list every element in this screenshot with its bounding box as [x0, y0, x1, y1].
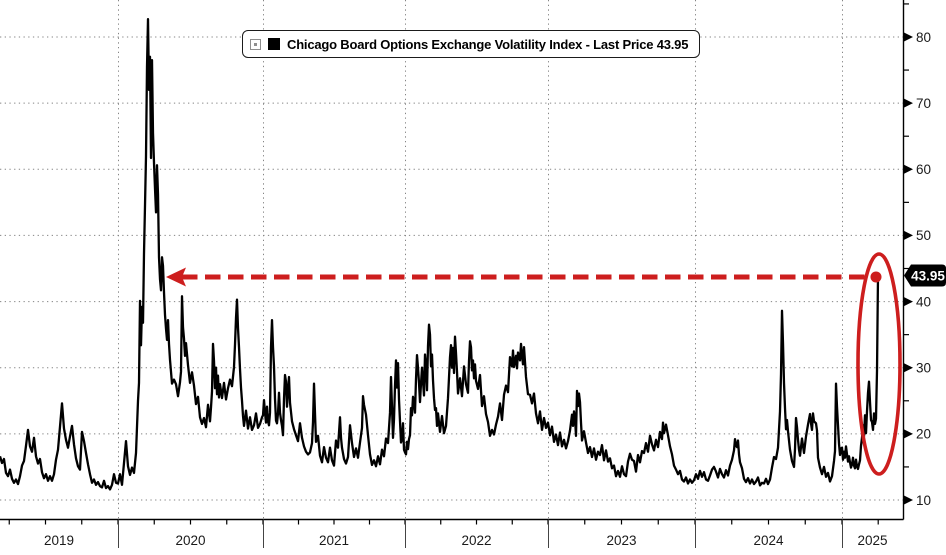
legend-entry[interactable]: Chicago Board Options Exchange Volatilit… — [242, 30, 701, 58]
series-swatch — [268, 38, 280, 50]
legend-label: Chicago Board Options Exchange Volatilit… — [287, 36, 689, 52]
x-axis-year-label: 2020 — [175, 533, 205, 548]
y-axis-arrow-tick — [904, 495, 913, 505]
y-axis-arrow-tick — [904, 164, 913, 174]
dashed-arrow-origin-dot — [870, 271, 882, 283]
y-axis-tick-label: 70 — [916, 96, 931, 111]
x-axis-year-label: 2023 — [606, 533, 636, 548]
vix-price-line — [0, 17, 880, 491]
dashed-arrow-head — [166, 267, 186, 287]
y-axis-tick-label: 40 — [916, 294, 931, 309]
y-axis-tick-label: 30 — [916, 361, 931, 376]
y-axis-tick-label: 60 — [916, 162, 931, 177]
last-price-label: 43.95 — [911, 268, 945, 283]
y-axis-arrow-tick — [904, 297, 913, 307]
last-price-tag — [904, 264, 946, 287]
y-axis-tick-label: 20 — [916, 427, 931, 442]
x-axis-year-label: 2024 — [753, 533, 784, 548]
y-axis-arrow-tick — [904, 363, 913, 373]
x-axis-year-label: 2019 — [44, 533, 74, 548]
y-axis-tick-label: 50 — [916, 228, 931, 243]
x-axis-year-label: 2021 — [319, 533, 349, 548]
y-axis-arrow-tick — [904, 98, 913, 108]
y-axis-arrow-tick — [904, 429, 913, 439]
x-axis-year-label: 2022 — [461, 533, 491, 548]
y-axis-tick-label: 80 — [916, 30, 931, 45]
y-axis-arrow-tick — [904, 230, 913, 240]
highlight-ellipse — [856, 252, 902, 476]
y-axis-arrow-tick — [904, 32, 913, 42]
x-axis-year-label: 2025 — [857, 533, 887, 548]
y-axis-tick-label: 10 — [916, 493, 931, 508]
expand-icon[interactable] — [250, 38, 261, 50]
